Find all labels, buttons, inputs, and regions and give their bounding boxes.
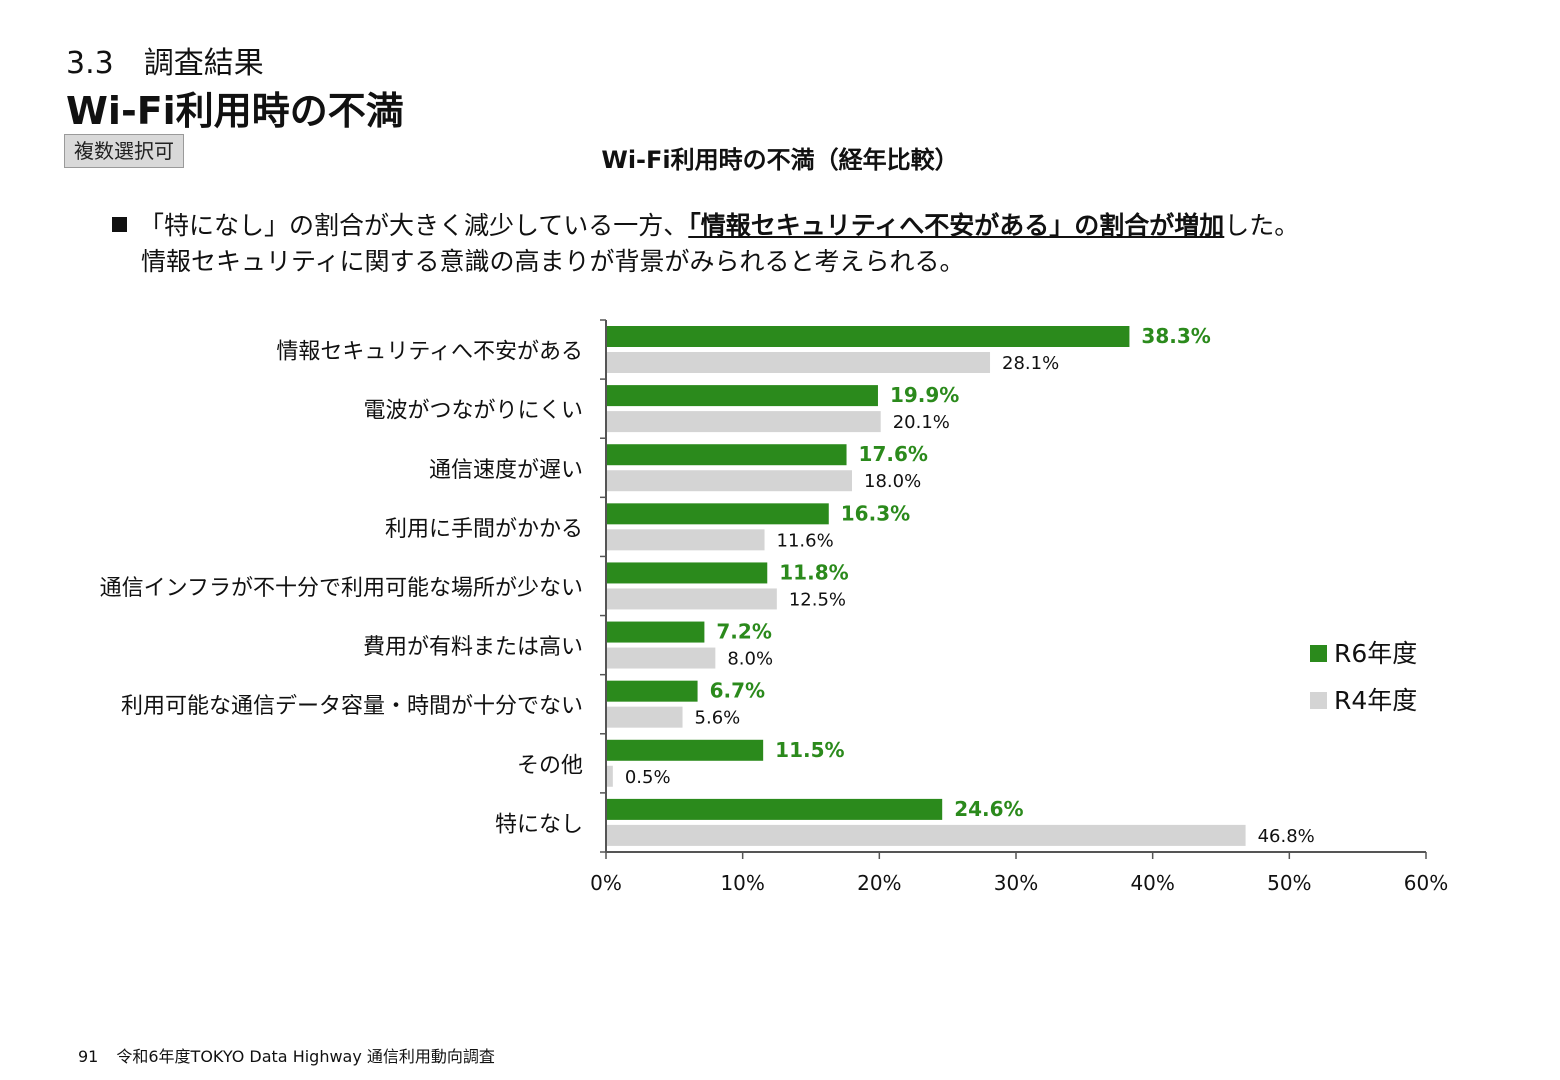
bar-r6 <box>606 385 878 407</box>
x-tick-label: 30% <box>994 871 1038 895</box>
bar-r4 <box>606 647 716 669</box>
data-label-r6: 17.6% <box>859 442 928 466</box>
data-label-r6: 7.2% <box>716 620 771 644</box>
data-label-r4: 8.0% <box>727 649 773 670</box>
bar-r4 <box>606 824 1246 846</box>
data-label-r6: 19.9% <box>890 383 959 407</box>
data-label-r4: 12.5% <box>789 589 846 610</box>
multi-select-badge: 複数選択可 <box>64 134 184 168</box>
section-number: 3.3 調査結果 <box>66 46 264 81</box>
data-label-r4: 11.6% <box>777 530 834 551</box>
chart-title: Wi-Fi利用時の不満（経年比較） <box>601 146 959 174</box>
bar-r6 <box>606 562 768 584</box>
bar-chart: 情報セキュリティへ不安がある 38.3% 28.1% 電波がつながりにくい 19.9% 2… <box>100 319 1448 895</box>
chart-bars: 情報セキュリティへ不安がある 38.3% 28.1% 電波がつながりにくい 19.9% 2… <box>100 324 1315 847</box>
data-label-r4: 18.0% <box>864 471 921 492</box>
data-label-r4: 5.6% <box>695 708 741 729</box>
page-number: 91 <box>78 1047 99 1066</box>
footer-source: 令和6年度TOKYO Data Highway 通信利用動向調査 <box>116 1047 495 1066</box>
bar-r4 <box>606 470 852 492</box>
category-label: 費用が有料または高い <box>363 635 583 660</box>
bar-r4 <box>606 411 881 433</box>
data-label-r4: 20.1% <box>893 412 950 433</box>
data-label-r6: 38.3% <box>1141 324 1210 348</box>
category-label: 利用に手間がかかる <box>385 517 583 542</box>
bar-r4 <box>606 588 777 610</box>
bar-r6 <box>606 621 705 643</box>
bar-r6 <box>606 326 1130 347</box>
category-label: 通信インフラが不十分で利用可能な場所が少ない <box>100 576 583 601</box>
page-title: Wi-Fi利用時の不満 <box>66 89 404 133</box>
data-label-r6: 24.6% <box>954 797 1023 821</box>
data-label-r6: 6.7% <box>710 679 765 703</box>
category-label: 電波がつながりにくい <box>363 399 583 424</box>
summary-line-1: 「特になし」の割合が大きく減少している一方、「情報セキュリティへ不安がある」の割… <box>112 208 1452 244</box>
category-label: 利用可能な通信データ容量・時間が十分でない <box>121 694 583 719</box>
bar-r6 <box>606 444 847 466</box>
x-tick-label: 50% <box>1267 871 1311 895</box>
chart-axes: 0% 10% 20% 30% 40% 50% 60% <box>590 319 1448 895</box>
x-tick-label: 60% <box>1404 871 1448 895</box>
bar-r6 <box>606 680 698 702</box>
category-label: 通信速度が遅い <box>429 458 583 483</box>
x-tick-label: 10% <box>720 871 764 895</box>
summary-highlight: 「情報セキュリティへ不安がある」の割合が増加 <box>688 211 1225 240</box>
bar-r4 <box>606 529 765 551</box>
bar-r4 <box>606 352 991 373</box>
bar-r4 <box>606 765 613 787</box>
data-label-r4: 28.1% <box>1002 353 1059 374</box>
x-tick-label: 40% <box>1130 871 1174 895</box>
category-label: 情報セキュリティへ不安がある <box>276 340 583 365</box>
category-label: その他 <box>517 753 583 778</box>
legend-label-r4: R4年度 <box>1334 686 1417 715</box>
legend-swatch-r4 <box>1310 692 1327 709</box>
legend-swatch-r6 <box>1310 645 1327 662</box>
legend-label-r6: R6年度 <box>1334 639 1417 668</box>
data-label-r6: 11.8% <box>779 560 848 584</box>
chart-legend: R6年度 R4年度 <box>1310 639 1417 715</box>
summary-text-c: した。 <box>1224 211 1300 240</box>
bar-r6 <box>606 503 829 525</box>
x-tick-label: 20% <box>857 871 901 895</box>
summary-text: 「特になし」の割合が大きく減少している一方、「情報セキュリティへ不安がある」の割… <box>112 208 1452 280</box>
data-label-r4: 0.5% <box>625 767 671 788</box>
data-label-r6: 16.3% <box>841 501 910 525</box>
bar-r4 <box>606 706 683 728</box>
data-label-r6: 11.5% <box>775 738 844 762</box>
data-label-r4: 46.8% <box>1258 826 1315 847</box>
bar-r6 <box>606 739 764 761</box>
square-bullet-icon <box>112 217 127 232</box>
summary-line-2: 情報セキュリティに関する意識の高まりが背景がみられると考えられる。 <box>141 247 965 276</box>
footer: 91 令和6年度TOKYO Data Highway 通信利用動向調査 <box>78 1043 495 1067</box>
bar-r6 <box>606 798 943 820</box>
x-tick-label: 0% <box>590 871 622 895</box>
category-label: 特になし <box>495 812 583 837</box>
summary-text-a: 「特になし」の割合が大きく減少している一方、 <box>139 211 689 240</box>
